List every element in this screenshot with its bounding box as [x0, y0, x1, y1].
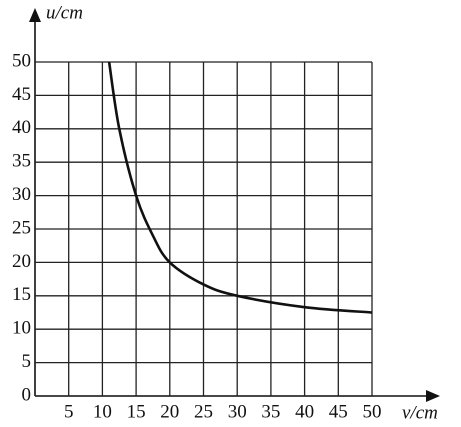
y-tick-label: 20: [12, 251, 31, 272]
y-tick-label: 0: [22, 384, 32, 405]
y-tick-label: 5: [22, 351, 32, 372]
y-tick-label: 35: [12, 151, 31, 172]
x-tick-label: 45: [329, 401, 348, 422]
y-tick-label: 25: [12, 217, 31, 238]
x-tick-label: 15: [127, 401, 146, 422]
y-tick-label: 40: [12, 117, 31, 138]
y-tick-label: 15: [12, 284, 31, 305]
x-tick-label: 25: [194, 401, 213, 422]
y-tick-label: 50: [12, 50, 31, 71]
x-axis-label: v/cm: [402, 402, 438, 423]
x-tick-label: 20: [160, 401, 179, 422]
x-tick-label: 35: [261, 401, 280, 422]
y-tick-label: 30: [12, 184, 31, 205]
x-tick-label: 30: [228, 401, 247, 422]
x-tick-label: 5: [64, 401, 74, 422]
y-tick-label: 45: [12, 84, 31, 105]
y-axis-label: u/cm: [46, 2, 83, 23]
x-arrow: [426, 390, 440, 402]
x-tick-label: 10: [93, 401, 112, 422]
curve: [107, 61, 373, 314]
x-tick-label: 50: [363, 401, 382, 422]
y-tick-label: 10: [12, 318, 31, 339]
y-arrow: [29, 8, 41, 22]
x-tick-label: 40: [295, 401, 314, 422]
